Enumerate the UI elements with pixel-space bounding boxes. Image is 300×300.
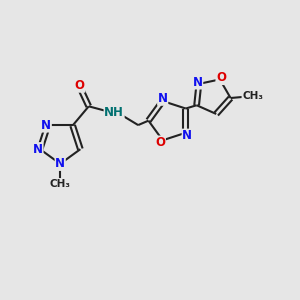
- Text: O: O: [75, 79, 85, 92]
- Text: N: N: [193, 76, 203, 89]
- Text: O: O: [216, 71, 226, 85]
- Text: N: N: [55, 157, 65, 170]
- Text: N: N: [33, 143, 43, 156]
- Text: CH₃: CH₃: [242, 91, 263, 101]
- Text: N: N: [41, 119, 51, 132]
- Text: NH: NH: [104, 106, 124, 119]
- Text: CH₃: CH₃: [50, 178, 71, 189]
- Text: O: O: [155, 136, 165, 149]
- Text: N: N: [182, 129, 192, 142]
- Text: N: N: [158, 92, 168, 105]
